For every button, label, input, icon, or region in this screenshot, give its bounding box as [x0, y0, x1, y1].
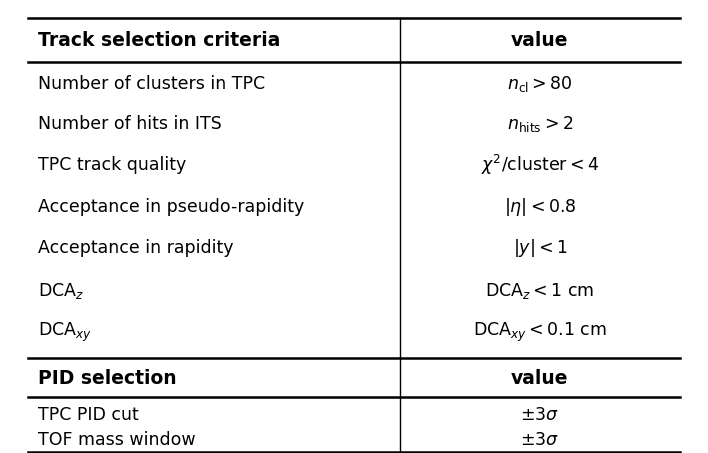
Text: $|y| < 1$: $|y| < 1$	[513, 237, 567, 259]
Text: value: value	[511, 368, 569, 387]
Text: DCA$_{xy}$: DCA$_{xy}$	[38, 320, 93, 343]
Text: TPC PID cut: TPC PID cut	[38, 406, 139, 424]
Text: $n_\mathrm{cl} > 80$: $n_\mathrm{cl} > 80$	[507, 74, 573, 94]
Text: TOF mass window: TOF mass window	[38, 431, 196, 449]
Text: Number of hits in ITS: Number of hits in ITS	[38, 115, 222, 133]
Text: $\pm 3\sigma$: $\pm 3\sigma$	[520, 406, 559, 424]
Text: $\chi^2/\mathrm{cluster} < 4$: $\chi^2/\mathrm{cluster} < 4$	[481, 153, 599, 177]
Text: DCA$_{xy} < 0.1$ cm: DCA$_{xy} < 0.1$ cm	[473, 320, 607, 343]
Text: $n_\mathrm{hits} > 2$: $n_\mathrm{hits} > 2$	[507, 114, 573, 134]
Text: Acceptance in rapidity: Acceptance in rapidity	[38, 239, 234, 257]
Text: $\pm 3\sigma$: $\pm 3\sigma$	[520, 431, 559, 449]
Text: value: value	[511, 30, 569, 49]
Text: DCA$_z$: DCA$_z$	[38, 281, 84, 301]
Text: TPC track quality: TPC track quality	[38, 156, 187, 174]
Text: Acceptance in pseudo-rapidity: Acceptance in pseudo-rapidity	[38, 198, 304, 216]
Text: DCA$_z < 1$ cm: DCA$_z < 1$ cm	[485, 281, 595, 301]
Text: $|\eta| < 0.8$: $|\eta| < 0.8$	[504, 196, 576, 218]
Text: Track selection criteria: Track selection criteria	[38, 30, 280, 49]
Text: Number of clusters in TPC: Number of clusters in TPC	[38, 75, 266, 93]
Text: PID selection: PID selection	[38, 368, 177, 387]
